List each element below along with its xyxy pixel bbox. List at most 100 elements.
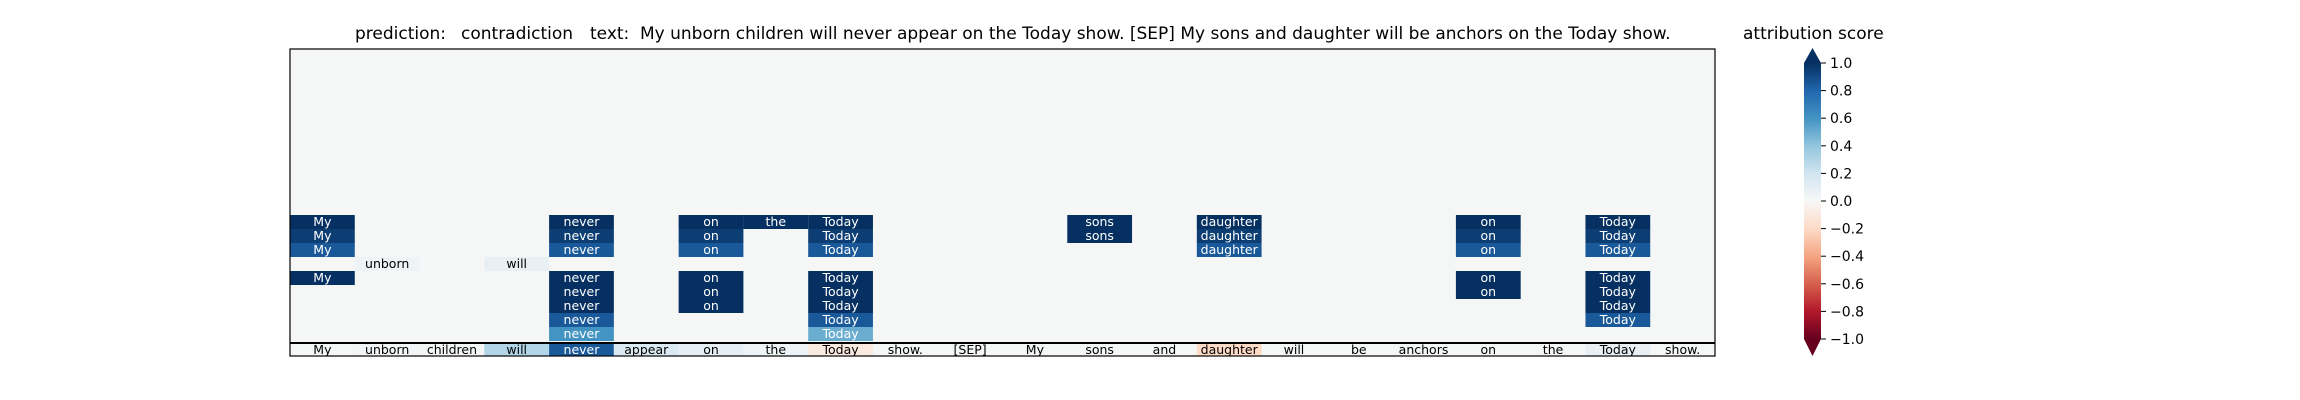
colorbar-min-arrow bbox=[1804, 339, 1821, 356]
token-row: My unborn children will never appear on the Toda… bbox=[313, 342, 1700, 357]
attribution-cell bbox=[1585, 215, 1651, 229]
attribution-cell bbox=[1196, 229, 1262, 243]
attribution-cell bbox=[1455, 229, 1521, 243]
token-label: sons bbox=[1085, 342, 1114, 357]
cell-token-label: on bbox=[703, 284, 719, 299]
colorbar-tick-label: 0.2 bbox=[1830, 166, 1852, 182]
token-cell bbox=[1196, 343, 1262, 356]
attribution-cell bbox=[808, 313, 873, 327]
cell-token-label: Today bbox=[1599, 214, 1637, 229]
cell-token-label: on bbox=[1481, 228, 1497, 243]
attribution-cell bbox=[549, 299, 614, 313]
attribution-cell bbox=[549, 243, 614, 257]
attribution-cell bbox=[808, 299, 873, 313]
attribution-cell bbox=[1585, 271, 1651, 285]
attribution-cell bbox=[290, 271, 355, 285]
token-cell bbox=[808, 343, 873, 356]
attribution-cell bbox=[1585, 285, 1651, 299]
cell-token-label: the bbox=[766, 214, 787, 229]
token-label: daughter bbox=[1201, 342, 1259, 357]
cell-token-label: on bbox=[1481, 270, 1497, 285]
attribution-cell bbox=[1067, 229, 1133, 243]
attribution-cell bbox=[484, 257, 550, 271]
colorbar-tick-label: −0.4 bbox=[1830, 249, 1864, 265]
token-cell bbox=[484, 343, 550, 356]
attribution-cell bbox=[808, 215, 873, 229]
attribution-cell bbox=[549, 313, 614, 327]
text-value: My unborn children will never appear on … bbox=[640, 24, 1671, 44]
cell-token-label: on bbox=[1481, 242, 1497, 257]
attribution-cell bbox=[1455, 271, 1521, 285]
cell-token-label: Today bbox=[821, 284, 859, 299]
token-label: appear bbox=[624, 342, 669, 357]
attribution-cell bbox=[808, 285, 873, 299]
cell-token-label: Today bbox=[821, 326, 859, 341]
attribution-cell bbox=[743, 215, 809, 229]
token-label: show. bbox=[1665, 342, 1700, 357]
attribution-cell bbox=[1455, 285, 1521, 299]
cell-token-label: My bbox=[313, 214, 332, 229]
colorbar-title: attribution score bbox=[1743, 24, 1884, 44]
token-label: [SEP] bbox=[954, 342, 987, 357]
colorbar-tick-label: −0.6 bbox=[1830, 277, 1864, 293]
cell-token-label: Today bbox=[821, 228, 859, 243]
attribution-cell bbox=[1585, 229, 1651, 243]
prediction-label: prediction: bbox=[355, 24, 446, 44]
colorbar-tick-label: −1.0 bbox=[1830, 332, 1864, 348]
cell-token-label: will bbox=[506, 256, 527, 271]
attribution-cell bbox=[549, 215, 614, 229]
attribution-cell bbox=[549, 229, 614, 243]
attribution-cell bbox=[808, 243, 873, 257]
attribution-cell bbox=[1067, 215, 1133, 229]
attribution-cell bbox=[678, 271, 744, 285]
attribution-cell bbox=[1455, 243, 1521, 257]
cell-token-label: Today bbox=[1599, 228, 1637, 243]
text-label: text: bbox=[590, 24, 629, 44]
colorbar-max-arrow bbox=[1804, 48, 1821, 63]
plot-background bbox=[290, 49, 1715, 356]
cell-token-label: on bbox=[703, 298, 719, 313]
cell-token-label: never bbox=[564, 284, 601, 299]
colorbar-tick-label: 1.0 bbox=[1830, 56, 1852, 72]
attribution-cell bbox=[678, 229, 744, 243]
attribution-cell bbox=[1196, 215, 1262, 229]
colorbar-tick-label: 0.8 bbox=[1830, 84, 1852, 100]
cell-token-label: Today bbox=[1599, 284, 1637, 299]
cell-token-label: never bbox=[564, 228, 601, 243]
cell-token-label: My bbox=[313, 228, 332, 243]
token-label: Today bbox=[821, 342, 859, 357]
colorbar-ticks: 1.0 0.8 0.6 0.4 0.2 0.0 −0.2 −0.4 −0.6 −0.8 −1.0 bbox=[1821, 56, 1864, 348]
attribution-cell bbox=[290, 229, 355, 243]
cell-token-label: unborn bbox=[365, 256, 409, 271]
attribution-cell bbox=[678, 243, 744, 257]
colorbar-tick-label: 0.4 bbox=[1830, 139, 1852, 155]
cell-token-label: on bbox=[703, 270, 719, 285]
attribution-cell bbox=[678, 299, 744, 313]
attribution-cell bbox=[1196, 243, 1262, 257]
colorbar-tick-label: 0.0 bbox=[1830, 194, 1852, 210]
colorbar-tick-label: −0.8 bbox=[1830, 304, 1864, 320]
token-label: the bbox=[766, 342, 787, 357]
cell-token-label: Today bbox=[1599, 312, 1637, 327]
cell-token-label: Today bbox=[1599, 270, 1637, 285]
attribution-cell bbox=[1585, 313, 1651, 327]
cell-token-label: never bbox=[564, 242, 601, 257]
cell-token-label: daughter bbox=[1201, 214, 1259, 229]
token-label: never bbox=[564, 342, 601, 357]
colorbar: 1.0 0.8 0.6 0.4 0.2 0.0 −0.2 −0.4 −0.6 −0.8 −1.0 bbox=[1804, 48, 1864, 356]
token-label: on bbox=[1481, 342, 1497, 357]
attribution-cell bbox=[1585, 243, 1651, 257]
token-label: the bbox=[1543, 342, 1564, 357]
token-label: children bbox=[427, 342, 477, 357]
attribution-cell bbox=[290, 215, 355, 229]
attribution-cell bbox=[549, 285, 614, 299]
cell-token-label: daughter bbox=[1201, 228, 1259, 243]
cell-token-label: Today bbox=[1599, 298, 1637, 313]
cell-token-label: on bbox=[1481, 284, 1497, 299]
token-label: unborn bbox=[365, 342, 409, 357]
token-label: will bbox=[506, 342, 527, 357]
token-cell bbox=[613, 343, 679, 356]
token-label: anchors bbox=[1399, 342, 1449, 357]
attribution-cell bbox=[678, 285, 744, 299]
cell-token-label: sons bbox=[1085, 214, 1114, 229]
